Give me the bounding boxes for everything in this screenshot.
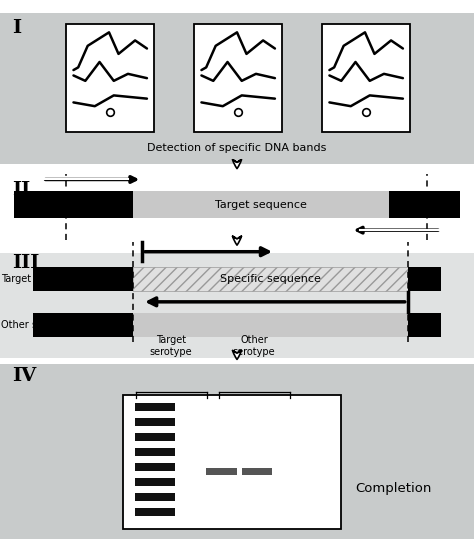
Bar: [408, 313, 441, 337]
Text: Completion: Completion: [356, 482, 432, 495]
Bar: [135, 508, 175, 516]
Text: Specific sequence: Specific sequence: [220, 274, 320, 284]
Bar: [194, 24, 282, 132]
Text: Target sequence: Target sequence: [215, 200, 307, 210]
Bar: [135, 463, 175, 471]
Text: III: III: [12, 254, 39, 272]
Bar: [135, 448, 175, 456]
Bar: [322, 24, 410, 132]
Text: IV: IV: [12, 367, 36, 384]
Text: Other serotype: Other serotype: [1, 320, 74, 330]
Text: Target serotype: Target serotype: [1, 274, 77, 284]
Bar: [0, 253, 474, 358]
Bar: [135, 478, 175, 486]
Text: Target
serotype: Target serotype: [150, 335, 192, 357]
Bar: [123, 395, 341, 529]
Bar: [135, 433, 175, 441]
Text: Detection of specific DNA bands: Detection of specific DNA bands: [147, 143, 327, 153]
Bar: [66, 24, 154, 132]
Bar: [33, 267, 133, 291]
Text: II: II: [12, 181, 30, 198]
Bar: [14, 191, 133, 218]
Bar: [135, 403, 175, 411]
Bar: [242, 468, 273, 475]
Bar: [133, 191, 389, 218]
Bar: [408, 267, 441, 291]
Text: I: I: [12, 19, 21, 37]
Bar: [33, 313, 133, 337]
Bar: [389, 191, 460, 218]
Bar: [0, 13, 474, 164]
Bar: [0, 364, 474, 539]
Bar: [135, 493, 175, 501]
Text: Other
serotype: Other serotype: [233, 335, 275, 357]
Bar: [133, 313, 408, 337]
Bar: [0, 178, 474, 248]
Bar: [206, 468, 237, 475]
Bar: [135, 418, 175, 426]
Bar: [133, 267, 408, 291]
